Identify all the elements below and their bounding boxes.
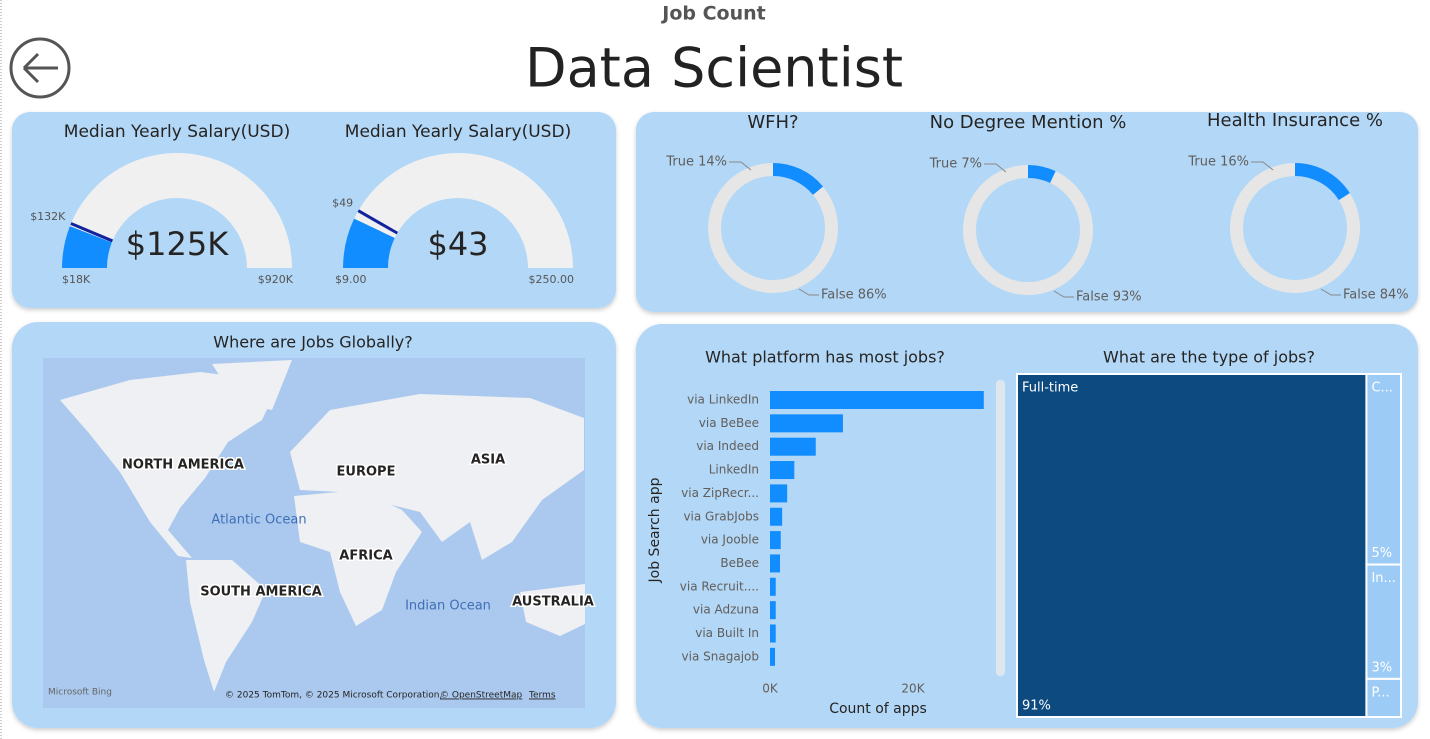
treemap-tile: [1365, 373, 1402, 566]
bar: [770, 531, 781, 550]
target-label: $132K: [30, 210, 66, 223]
y-tick-label: via Indeed: [696, 439, 759, 453]
donut-slice: [1028, 165, 1056, 183]
donut-title: WFH?: [747, 112, 798, 133]
back-button[interactable]: [9, 37, 71, 99]
donut-label: False 84%: [1343, 288, 1409, 303]
map[interactable]: Where are Jobs Globally? NORTH AMERICA EU…: [43, 333, 595, 709]
gauge-track: [62, 153, 292, 268]
bar: [770, 601, 776, 620]
leader-line: [729, 161, 752, 171]
donut-title: No Degree Mention %: [930, 112, 1127, 133]
leader-line: [1320, 288, 1341, 296]
donut-title: Health Insurance %: [1207, 110, 1383, 131]
bar: [770, 577, 776, 596]
donut-slice: [773, 163, 824, 195]
tile-label: C...: [1371, 381, 1392, 396]
y-tick-label: via GrabJobs: [683, 509, 759, 523]
target-label: $49: [332, 197, 353, 210]
y-tick-label: via Snagajob: [682, 649, 759, 663]
map-attribution: © 2025 TomTom, © 2025 Microsoft Corporat…: [225, 691, 442, 701]
bar: [770, 507, 783, 526]
leader-line: [1053, 290, 1074, 298]
bar: [770, 461, 795, 480]
y-tick-label: via Recruit....: [680, 579, 759, 593]
gauge-value: $43: [427, 225, 488, 263]
x-tick-label: 20K: [901, 682, 925, 696]
bar: [770, 391, 984, 409]
gauge-title: Median Yearly Salary(USD): [64, 122, 290, 142]
bar: [770, 554, 781, 573]
continent-label: AUSTRALIA: [512, 595, 594, 610]
bar: [770, 437, 816, 456]
y-tick-label: via Adzuna: [693, 603, 759, 617]
y-tick-label: via Built In: [695, 626, 759, 640]
continent-label: EUROPE: [337, 465, 396, 480]
gauge-value: $125K: [126, 225, 229, 263]
map-link[interactable]: Terms: [528, 691, 556, 701]
y-tick-label: via ZipRecr...: [681, 486, 759, 500]
y-tick-label: via BeBee: [699, 416, 759, 430]
donut-slice: [1295, 163, 1350, 201]
bar: [770, 414, 843, 433]
leader-line: [1251, 161, 1274, 171]
gauge-fill: [62, 226, 112, 268]
tile-value: 5%: [1371, 546, 1392, 561]
donut-label: True 14%: [665, 155, 727, 170]
y-axis-label: Job Search app: [647, 477, 663, 583]
continent-label: ASIA: [471, 453, 505, 468]
tile-label: In...: [1371, 571, 1395, 586]
continent-label: NORTH AMERICA: [122, 458, 244, 473]
continent-label: SOUTH AMERICA: [200, 585, 322, 600]
donut-label: False 86%: [821, 288, 887, 303]
treemap-tile: [1365, 677, 1402, 719]
gauge-tick-label: $250.00: [529, 273, 575, 286]
x-axis-label: Count of apps: [829, 701, 927, 717]
y-tick-label: via Jooble: [701, 533, 759, 547]
gauge-track: [343, 153, 573, 268]
leader-line: [798, 288, 819, 296]
gauge-target: [70, 222, 114, 243]
gauge-tick-label: $18K: [62, 273, 91, 286]
map-link[interactable]: © OpenStreetMap: [440, 691, 523, 701]
panel: [636, 112, 1418, 312]
leader-line: [984, 163, 1007, 173]
treemap-title: What are the type of jobs?: [1103, 348, 1315, 367]
donut-label: True 16%: [1187, 155, 1249, 170]
bar-title: What platform has most jobs?: [705, 348, 945, 367]
treemap-tile: [1016, 373, 1368, 718]
land: [60, 360, 585, 692]
x-tick-label: 0K: [762, 682, 779, 696]
map-title: Where are Jobs Globally?: [213, 333, 412, 352]
ocean-label: Indian Ocean: [405, 599, 491, 614]
donut-label: True 7%: [929, 157, 982, 172]
y-tick-label: LinkedIn: [709, 463, 759, 477]
donut-label: False 93%: [1076, 290, 1142, 305]
bar: [770, 624, 776, 643]
gauge-title: Median Yearly Salary(USD): [345, 122, 571, 142]
scrollbar[interactable]: [996, 380, 1005, 676]
ocean-label: Atlantic Ocean: [211, 513, 306, 528]
treemap-tile: [1365, 563, 1402, 680]
subtitle: Job Count: [660, 3, 765, 25]
bar: [770, 647, 776, 666]
tile-value: 91%: [1022, 699, 1051, 714]
gauge-fill: [343, 218, 395, 268]
continent-label: AFRICA: [339, 549, 392, 564]
bar: [770, 484, 788, 503]
tile-label: Full-time: [1022, 381, 1078, 396]
y-tick-label: BeBee: [720, 556, 759, 570]
gauge-tick-label: $920K: [258, 273, 294, 286]
y-tick-label: via LinkedIn: [687, 393, 759, 407]
gauge-tick-label: $9.00: [335, 273, 367, 286]
title: Data Scientist: [525, 37, 903, 100]
map-logo: Microsoft Bing: [48, 688, 112, 698]
tile-label: P...: [1371, 685, 1389, 700]
gauge-target: [357, 209, 399, 235]
tile-value: 3%: [1371, 660, 1392, 675]
